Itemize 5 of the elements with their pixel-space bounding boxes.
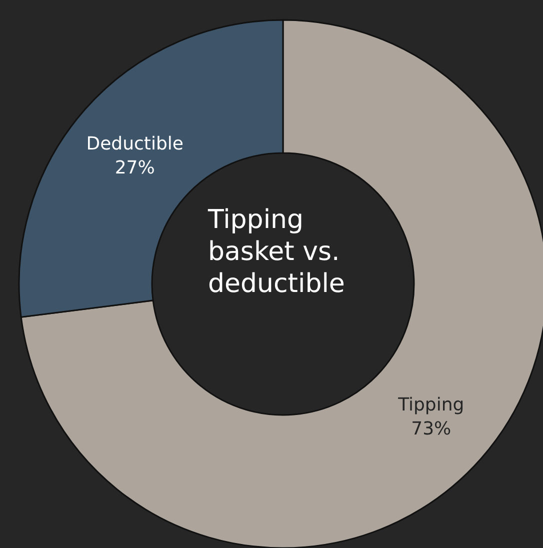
slice-label: Tipping [397, 394, 464, 416]
slice-label: Deductible [86, 133, 184, 154]
data-label: 73% [411, 418, 452, 440]
text: Tipping basket vs. deductible [206, 204, 346, 300]
data-label: 27% [114, 157, 155, 178]
